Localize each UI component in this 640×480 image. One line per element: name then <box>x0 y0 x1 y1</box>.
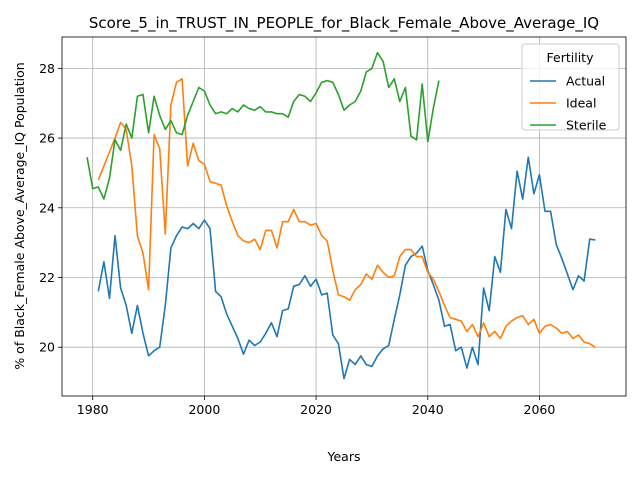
y-tick-label: 26 <box>39 131 55 146</box>
legend-box <box>521 43 620 131</box>
legend-label-actual: Actual <box>566 74 605 89</box>
x-tick-label: 2060 <box>524 402 556 417</box>
x-axis-label: Years <box>327 449 361 464</box>
legend: Fertility Actual Ideal Sterile <box>521 43 620 133</box>
plot-frame <box>61 36 627 397</box>
series-line-ideal <box>97 78 596 348</box>
axis-ticks: 1980 2000 2020 2040 2060 20 22 24 26 28 <box>39 61 555 417</box>
y-tick-label: 24 <box>39 200 55 215</box>
series-line-sterile <box>86 51 440 200</box>
y-axis-label: % of Black_Female Above_Average_IQ Popul… <box>12 62 27 369</box>
y-tick-label: 20 <box>39 340 55 355</box>
y-tick-label: 28 <box>39 61 55 76</box>
chart-title: Score_5_in_TRUST_IN_PEOPLE_for_Black_Fem… <box>89 14 599 33</box>
x-tick-label: 1980 <box>77 402 109 417</box>
series-line-actual <box>97 156 596 380</box>
legend-entries: Actual Ideal Sterile <box>530 74 607 133</box>
x-tick-label: 2000 <box>188 402 220 417</box>
legend-label-ideal: Ideal <box>566 96 596 111</box>
y-tick-label: 22 <box>39 270 55 285</box>
legend-label-sterile: Sterile <box>566 118 607 133</box>
x-tick-label: 2040 <box>412 402 444 417</box>
legend-title: Fertility <box>547 50 595 65</box>
series-lines <box>86 51 596 380</box>
x-tick-label: 2020 <box>300 402 332 417</box>
